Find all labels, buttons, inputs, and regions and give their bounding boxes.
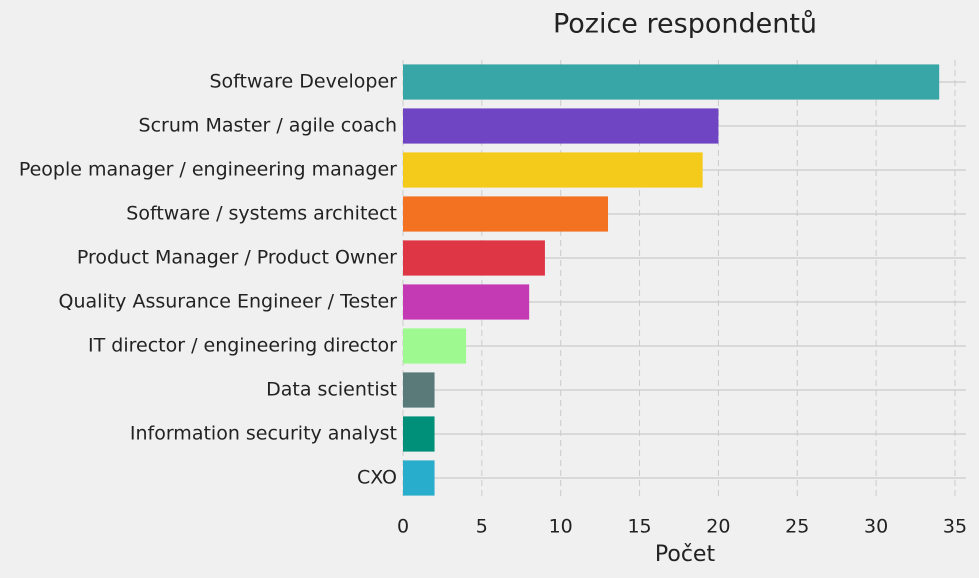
bar bbox=[403, 240, 545, 276]
bar bbox=[403, 196, 609, 232]
y-tick-label: Software Developer bbox=[209, 71, 397, 93]
bar bbox=[403, 64, 940, 100]
x-axis-label: Počet bbox=[655, 542, 716, 567]
x-tick-label: 0 bbox=[397, 516, 409, 538]
bar bbox=[403, 372, 435, 408]
y-tick-label: Scrum Master / agile coach bbox=[139, 115, 397, 137]
x-tick-label: 10 bbox=[549, 516, 573, 538]
y-tick-label: People manager / engineering manager bbox=[19, 159, 397, 181]
bar bbox=[403, 108, 719, 144]
y-tick-label: Data scientist bbox=[266, 379, 397, 401]
x-tick-label: 15 bbox=[627, 516, 651, 538]
chart-title: Pozice respondentů bbox=[553, 9, 817, 40]
y-tick-label: IT director / engineering director bbox=[88, 335, 397, 357]
x-tick-label: 20 bbox=[706, 516, 730, 538]
bar bbox=[403, 284, 530, 320]
x-tick-label: 5 bbox=[476, 516, 488, 538]
y-tick-label: CXO bbox=[357, 467, 397, 489]
bar bbox=[403, 460, 435, 496]
y-tick-label: Product Manager / Product Owner bbox=[77, 247, 397, 269]
x-tick-label: 25 bbox=[785, 516, 809, 538]
x-tick-label: 30 bbox=[864, 516, 888, 538]
bar bbox=[403, 416, 435, 452]
bar bbox=[403, 152, 703, 188]
bar bbox=[403, 328, 467, 364]
y-tick-label: Quality Assurance Engineer / Tester bbox=[59, 291, 398, 313]
y-tick-label: Software / systems architect bbox=[126, 203, 397, 225]
y-tick-label: Information security analyst bbox=[130, 423, 397, 445]
x-tick-label: 35 bbox=[943, 516, 967, 538]
